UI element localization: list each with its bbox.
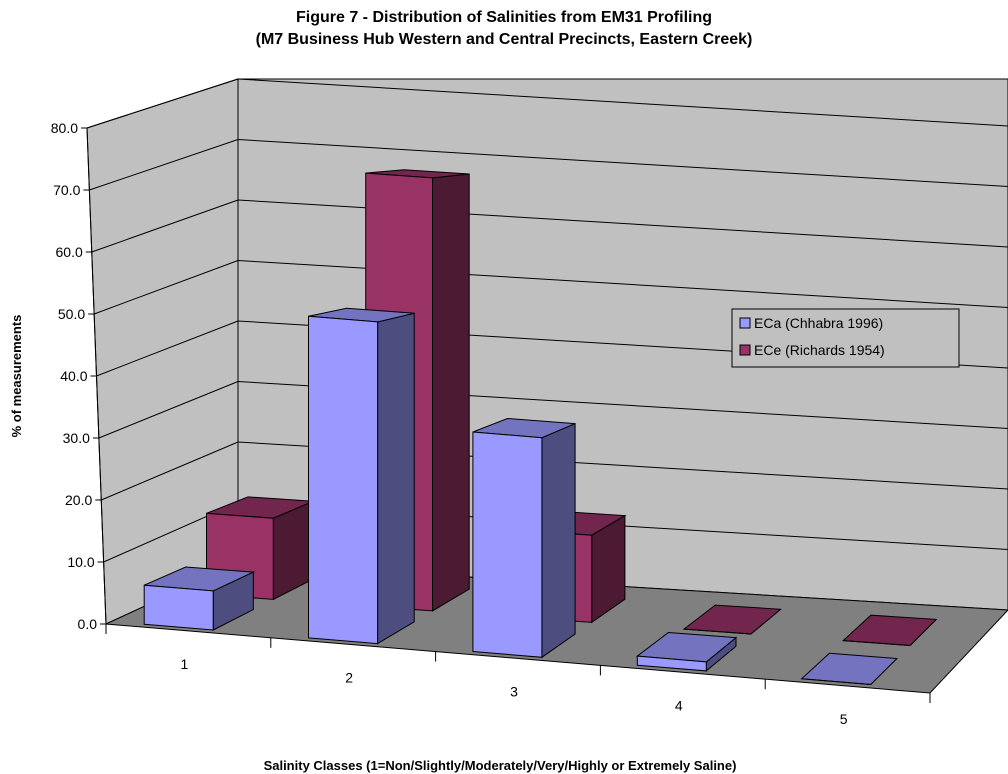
bar-eca-3-front (472, 431, 543, 658)
bar-eca-3 (472, 417, 576, 659)
bar-ece-4 (682, 604, 782, 635)
y-tick-label: 60.0 (56, 244, 83, 260)
y-tick-label: 20.0 (65, 492, 92, 508)
legend-label-eca: ECa (Chhabra 1996) (754, 315, 883, 331)
legend: ECa (Chhabra 1996) ECe (Richards 1954) (731, 308, 960, 368)
y-tick-label: 70.0 (53, 182, 80, 198)
gridline-side (98, 381, 239, 439)
bar-eca-3-side (541, 422, 576, 659)
y-axis-line (86, 127, 107, 625)
y-tick-label: 80.0 (51, 120, 78, 136)
y-tick-label: 40.0 (60, 368, 87, 384)
x-tick-label: 2 (345, 670, 353, 686)
y-tick-label: 10.0 (67, 554, 94, 570)
y-tick-label: 30.0 (63, 430, 90, 446)
bar-eca-1 (143, 566, 256, 631)
gridline-back (237, 78, 1008, 127)
bar-eca-2 (308, 307, 415, 645)
bars (143, 169, 938, 686)
x-axis: 1 2 3 4 5 (105, 624, 931, 727)
legend-swatch-eca (739, 317, 751, 329)
legend-box (731, 308, 960, 368)
gridline-back (237, 139, 1008, 187)
x-axis-title: Salinity Classes (1=Non/Slightly/Moderat… (264, 758, 737, 773)
x-tick-label: 3 (510, 684, 518, 700)
bar-eca-2-side (377, 312, 415, 645)
gridline-side (89, 139, 239, 191)
y-tick-label: 50.0 (58, 306, 85, 322)
bar-eca-1-front (143, 584, 214, 631)
bar-eca-4 (635, 631, 738, 672)
bar-ece-2-side (432, 173, 470, 612)
legend-label-ece: ECe (Richards 1954) (754, 342, 885, 358)
y-tick-label: 0.0 (78, 616, 98, 632)
y-axis: 0.0 10.0 20.0 30.0 40.0 50.0 60.0 70.0 80.0 (51, 120, 107, 632)
x-tick-label: 4 (675, 697, 683, 713)
bar-ece-5-front (843, 640, 911, 646)
bar-eca-4-front (636, 655, 707, 672)
gridline-side (96, 320, 239, 377)
bar-eca-5 (800, 652, 899, 686)
bar-eca-2-front (308, 315, 379, 645)
bar-ece-5 (842, 614, 938, 647)
x-tick-label: 5 (840, 711, 848, 727)
legend-swatch-ece (739, 344, 751, 356)
chart-title-line-2: (M7 Business Hub Western and Central Pre… (256, 31, 753, 48)
gridline-side (93, 260, 239, 315)
gridline-side (86, 78, 239, 129)
bar-ece-4-front (683, 628, 751, 635)
y-axis-title: % of measurements (9, 315, 24, 438)
gridline-side (101, 441, 239, 501)
x-tick-label: 1 (181, 656, 189, 672)
bar-eca-5-front (801, 678, 871, 685)
gridline-side (91, 199, 239, 253)
chart-title-line-1: Figure 7 - Distribution of Salinities fr… (296, 9, 712, 26)
